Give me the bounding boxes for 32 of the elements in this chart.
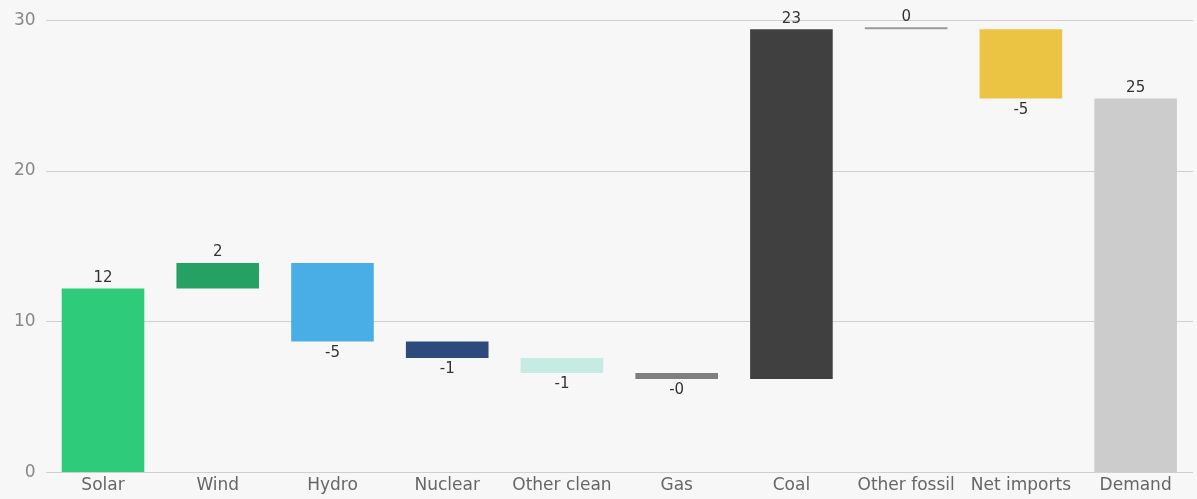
- x-tick-label: Hydro: [307, 474, 358, 495]
- bar: [176, 262, 260, 289]
- x-tick-label: Coal: [772, 474, 811, 495]
- data-label: -1: [439, 359, 455, 378]
- bar: [635, 373, 718, 380]
- y-tick-label: 0: [24, 461, 36, 482]
- data-label: 23: [781, 8, 801, 27]
- data-label: 2: [212, 242, 223, 261]
- x-tick-label: Solar: [81, 474, 125, 495]
- y-tick-label: 10: [13, 310, 36, 331]
- data-label: 12: [93, 268, 113, 287]
- bar: [405, 341, 489, 358]
- x-tick-label: Net imports: [970, 474, 1072, 495]
- x-tick-label: Other fossil: [857, 474, 955, 495]
- y-tick-label: 30: [13, 8, 36, 29]
- x-tick-label: Nuclear: [414, 474, 480, 495]
- x-tick-label: Wind: [196, 474, 240, 495]
- bar: [979, 29, 1063, 99]
- data-label: -5: [1013, 100, 1029, 119]
- y-tick-label: 20: [13, 159, 36, 180]
- bar: [291, 262, 374, 342]
- data-label: -5: [324, 342, 340, 361]
- bar: [520, 357, 604, 374]
- x-tick-label: Gas: [660, 474, 694, 495]
- x-tick-label: Demand: [1099, 474, 1172, 495]
- data-label: 0: [901, 6, 911, 25]
- x-tick-label: Other clean: [512, 474, 612, 495]
- bar: [750, 29, 833, 380]
- data-label: 25: [1126, 78, 1146, 97]
- bar: [61, 288, 145, 473]
- data-label: -1: [554, 374, 570, 393]
- data-label: -0: [669, 380, 685, 399]
